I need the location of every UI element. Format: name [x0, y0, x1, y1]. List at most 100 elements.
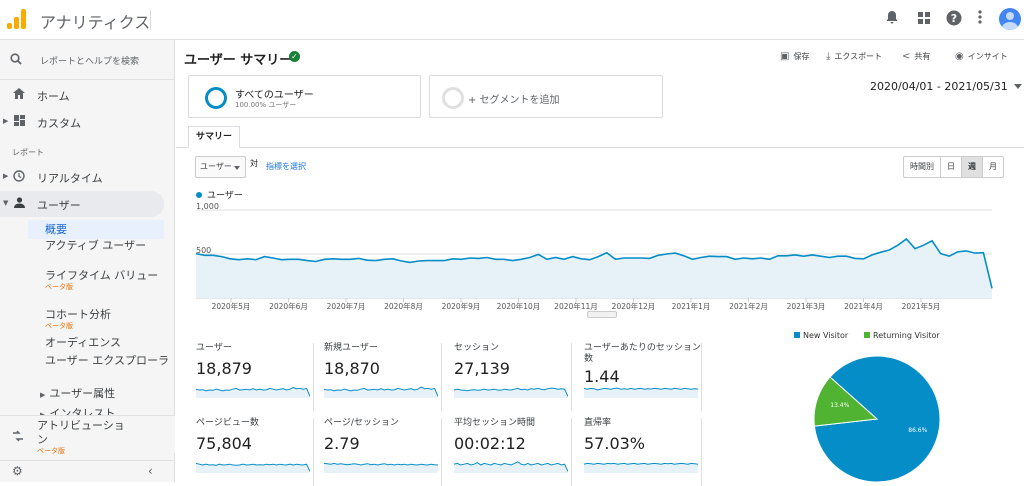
- sidebar-subitem-overview[interactable]: 概要: [28, 220, 164, 239]
- y-tick-label: 1,000: [196, 202, 219, 211]
- save-button[interactable]: ▣ 保存: [780, 51, 809, 62]
- granularity-week[interactable]: 週: [961, 157, 982, 177]
- x-tick-label: 2020年11月: [554, 301, 598, 311]
- sparkline-area: [196, 463, 310, 473]
- pick-metric-link[interactable]: 指標を選択: [266, 162, 306, 171]
- segment-ring-icon: [205, 87, 227, 109]
- sidebar-item-user[interactable]: ▼ ユーザー: [0, 191, 164, 217]
- sidebar-item-attribution[interactable]: アトリビューション ベータ版: [0, 415, 175, 455]
- sidebar-subitem-lifetime-value[interactable]: ライフタイム バリュー ベータ版: [45, 268, 170, 291]
- sidebar-subitem-cohort[interactable]: コホート分析 ベータ版: [45, 307, 170, 330]
- help-icon[interactable]: ?: [944, 10, 964, 30]
- sparkline-area: [454, 388, 568, 398]
- beta-badge: ベータ版: [45, 322, 73, 330]
- granularity-hourly[interactable]: 時間別: [910, 162, 934, 171]
- beta-badge: ベータ版: [45, 283, 73, 291]
- sparkline-line: [454, 461, 568, 472]
- insights-icon: ◉: [955, 51, 964, 62]
- tab-summary[interactable]: サマリー: [188, 126, 241, 148]
- x-tick-label: 2020年10月: [497, 301, 541, 311]
- scorecard[interactable]: 直帰率 57.03%: [582, 418, 702, 486]
- svg-text:?: ?: [951, 12, 957, 25]
- x-tick-label: 2020年8月: [384, 301, 423, 311]
- sidebar-subitem-label: ユーザー属性: [49, 387, 116, 400]
- sidebar-item-label: リアルタイム: [37, 172, 103, 185]
- more-vert-icon[interactable]: [970, 10, 990, 30]
- segment-share: 100.00% ユーザー: [235, 101, 297, 109]
- x-tick-label: 2021年2月: [729, 301, 768, 311]
- beta-badge: ベータ版: [37, 447, 65, 455]
- scorecard-sparkline: [196, 462, 310, 473]
- divider: [150, 10, 151, 30]
- metric-select[interactable]: ユーザー: [195, 156, 246, 178]
- scorecard-metric-name: ユーザー: [196, 343, 232, 353]
- app-title[interactable]: アナリティクス: [40, 13, 151, 32]
- add-segment-button[interactable]: + セグメントを追加: [429, 75, 663, 118]
- scorecard[interactable]: セッション 27,139: [452, 343, 572, 411]
- sparkline-line: [196, 387, 310, 397]
- insights-button[interactable]: ◉ インサイト: [955, 51, 1008, 62]
- page-title: ユーザー サマリー: [184, 53, 293, 68]
- sidebar: レポートとヘルプを検索 ホーム ▶ カスタム レポート ▶ リアルタイム ▼ ユ…: [0, 40, 175, 482]
- sparkline-area: [584, 388, 698, 398]
- scorecard-value: 1.44: [584, 367, 620, 386]
- series-legend-dot: [196, 192, 202, 198]
- scorecard-sparkline: [584, 462, 698, 473]
- scorecard[interactable]: 平均セッション時間 00:02:12: [452, 418, 572, 486]
- caret-right-icon: ▶: [3, 117, 9, 125]
- chevron-left-icon[interactable]: ‹: [148, 464, 153, 478]
- sidebar-item-custom[interactable]: ▶ カスタム: [0, 109, 175, 135]
- sparkline-line: [584, 387, 698, 391]
- scorecard-metric-name: ページビュー数: [196, 418, 259, 428]
- sidebar-item-label: カスタム: [37, 117, 81, 130]
- apps-icon[interactable]: [914, 10, 934, 30]
- scorecard-metric-name: ページ/セッション: [324, 418, 399, 428]
- analytics-logo[interactable]: [7, 9, 27, 29]
- export-button[interactable]: ⤓ エクスポート: [826, 51, 882, 62]
- scorecard[interactable]: ユーザーあたりのセッション数 1.44: [582, 343, 702, 411]
- scorecard[interactable]: 新規ユーザー 18,870: [322, 343, 442, 411]
- clock-icon: [12, 170, 26, 185]
- date-range-picker[interactable]: 2020/04/01 - 2021/05/31: [870, 80, 1022, 93]
- action-label: 保存: [793, 52, 810, 61]
- scorecard[interactable]: ページ/セッション 2.79: [322, 418, 442, 486]
- granularity-day[interactable]: 日: [940, 157, 961, 177]
- report-search[interactable]: レポートとヘルプを検索: [0, 40, 175, 80]
- bell-icon[interactable]: [882, 10, 902, 30]
- x-tick-label: 2020年7月: [327, 301, 366, 311]
- scorecard[interactable]: ページビュー数 75,804: [194, 418, 314, 486]
- x-tick-label: 2020年6月: [269, 301, 308, 311]
- sidebar-subitem-demographics[interactable]: ▶ ユーザー属性: [40, 386, 165, 403]
- sidebar-subitem-interests[interactable]: ▶ インタレスト: [40, 406, 165, 415]
- sidebar-subitem-audiences[interactable]: オーディエンス: [45, 336, 122, 349]
- sparkline-line: [324, 386, 438, 397]
- sparkline-line: [196, 462, 310, 472]
- sidebar-subitem-user-explorer[interactable]: ユーザー エクスプローラ: [45, 354, 169, 367]
- x-tick-label: 2020年9月: [442, 301, 481, 311]
- caret-right-icon: ▶: [40, 411, 46, 415]
- users-line-chart[interactable]: 1,000 500 2020年5月 2020年6月 2020年7月 2020年8月 2020…: [194, 202, 994, 342]
- share-button[interactable]: < 共有: [902, 51, 930, 62]
- sidebar-subitem-active-users[interactable]: アクティブ ユーザー: [45, 239, 147, 252]
- x-tick-label: 2020年5月: [212, 301, 251, 311]
- scorecard-value: 18,870: [324, 359, 380, 378]
- gear-icon[interactable]: ⚙: [12, 464, 23, 478]
- sidebar-subitem-label: ライフタイム バリュー: [45, 269, 159, 282]
- sparkline-area: [196, 387, 310, 398]
- segment-all-users[interactable]: すべてのユーザー 100.00% ユーザー: [188, 75, 421, 118]
- action-label: 共有: [914, 52, 931, 61]
- chart-resize-handle[interactable]: [587, 311, 617, 318]
- avatar[interactable]: [999, 8, 1021, 30]
- series-line: [195, 237, 993, 289]
- granularity-month[interactable]: 月: [982, 157, 1003, 177]
- versus-label: 対: [250, 159, 258, 168]
- sidebar-item-home[interactable]: ホーム: [0, 82, 175, 108]
- scorecard[interactable]: ユーザー 18,879: [194, 343, 314, 411]
- segment-name: すべてのユーザー: [235, 90, 314, 101]
- main-panel: ユーザー サマリー ✓ ▣ 保存 ⤓ エクスポート < 共有 ◉ インサイト すべてのユ…: [176, 40, 1024, 486]
- person-icon: [12, 197, 26, 211]
- scorecard-metric-name: 直帰率: [584, 418, 612, 428]
- visitor-pie-chart[interactable]: New Visitor Returning Visitor 86.6% 13.4%: [784, 326, 994, 482]
- share-icon: <: [902, 51, 911, 62]
- sidebar-item-realtime[interactable]: ▶ リアルタイム: [0, 164, 175, 190]
